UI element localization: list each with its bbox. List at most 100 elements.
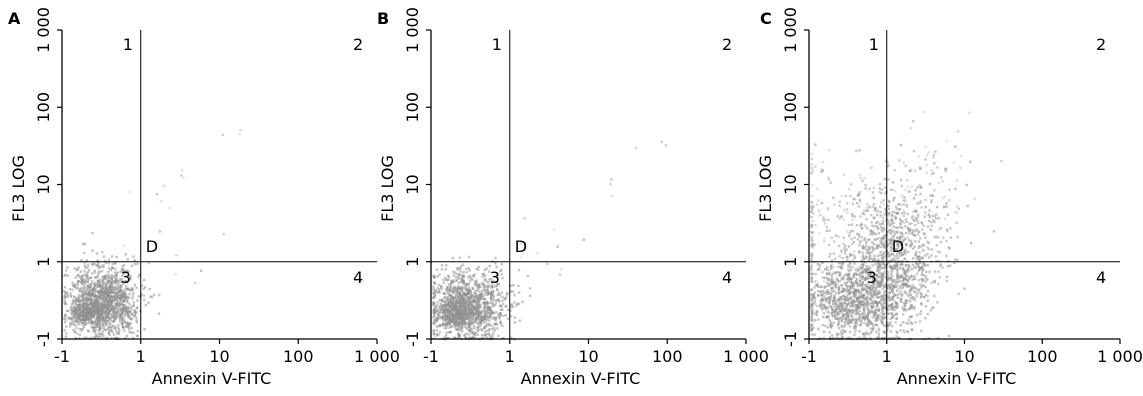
data-point [109, 313, 112, 316]
data-point [113, 281, 116, 284]
data-point [890, 249, 893, 253]
data-point [828, 331, 831, 334]
data-point [833, 299, 836, 302]
data-point [98, 266, 101, 269]
data-point [103, 312, 107, 315]
data-point [69, 316, 72, 319]
data-point [831, 308, 834, 311]
data-point [831, 283, 834, 286]
data-point [68, 288, 71, 291]
data-point [908, 232, 911, 235]
data-point [933, 220, 936, 224]
data-point [82, 287, 85, 291]
data-point [816, 283, 820, 286]
data-point [870, 251, 873, 254]
data-point [883, 267, 886, 270]
data-point [904, 218, 908, 221]
data-point [872, 279, 875, 283]
data-point [82, 302, 86, 306]
data-point [872, 291, 875, 295]
data-point [918, 255, 921, 258]
data-point [914, 230, 917, 233]
data-point [473, 313, 477, 317]
data-point [900, 248, 903, 252]
data-point [824, 276, 827, 280]
data-point [936, 301, 939, 304]
data-point [810, 324, 813, 328]
data-point [93, 330, 96, 334]
data-point [486, 291, 489, 294]
data-point [452, 290, 455, 294]
data-point [122, 317, 125, 320]
data-point [859, 224, 862, 227]
data-point [877, 329, 881, 332]
data-point [78, 300, 81, 303]
data-point [832, 315, 835, 318]
data-point [451, 315, 454, 318]
data-point [437, 317, 440, 320]
data-point [77, 316, 81, 319]
data-point [106, 327, 109, 330]
data-point [130, 331, 133, 334]
data-point [65, 332, 68, 335]
data-point [82, 293, 85, 296]
data-point [466, 321, 469, 324]
data-point [517, 291, 521, 294]
data-point [461, 274, 464, 277]
data-point [456, 301, 459, 305]
data-point [433, 276, 436, 280]
quadrant-label-3: 3 [490, 268, 500, 287]
data-point [860, 321, 863, 324]
data-point [935, 260, 938, 263]
data-point [127, 315, 130, 319]
data-point [117, 303, 120, 307]
data-point [458, 256, 461, 259]
data-point [909, 289, 912, 293]
data-point [843, 313, 846, 316]
data-point [484, 320, 488, 323]
data-point [132, 301, 135, 304]
data-point [480, 333, 484, 337]
data-point [919, 237, 922, 240]
data-point [472, 324, 476, 328]
data-point [78, 337, 81, 340]
data-point [108, 318, 111, 322]
data-point [108, 276, 111, 279]
data-point [846, 323, 849, 326]
data-point [867, 277, 870, 280]
data-point [887, 220, 891, 223]
data-point [926, 240, 929, 243]
data-point [866, 313, 870, 317]
data-point [133, 309, 136, 312]
data-point [899, 290, 902, 293]
data-point [500, 291, 504, 294]
data-point [130, 317, 133, 321]
data-point [119, 270, 122, 273]
data-point [874, 300, 877, 304]
data-point [842, 306, 845, 310]
data-point [906, 285, 909, 288]
data-point [895, 302, 898, 305]
data-point [462, 271, 465, 274]
data-point [147, 301, 150, 304]
data-point [870, 275, 873, 278]
data-point [877, 313, 880, 317]
data-point [482, 318, 485, 321]
data-point [436, 275, 439, 278]
data-point [992, 230, 996, 233]
data-point [103, 321, 106, 324]
data-point [910, 274, 913, 277]
data-point [102, 308, 105, 311]
data-point [458, 287, 461, 290]
data-point [465, 300, 468, 303]
data-point [82, 325, 86, 328]
data-point [143, 298, 146, 301]
data-point [877, 327, 881, 330]
data-point [900, 298, 903, 301]
data-point [917, 221, 920, 224]
data-point [127, 306, 131, 309]
data-point [517, 284, 520, 287]
data-point [834, 257, 837, 261]
data-point [499, 308, 503, 311]
data-point [107, 258, 111, 261]
